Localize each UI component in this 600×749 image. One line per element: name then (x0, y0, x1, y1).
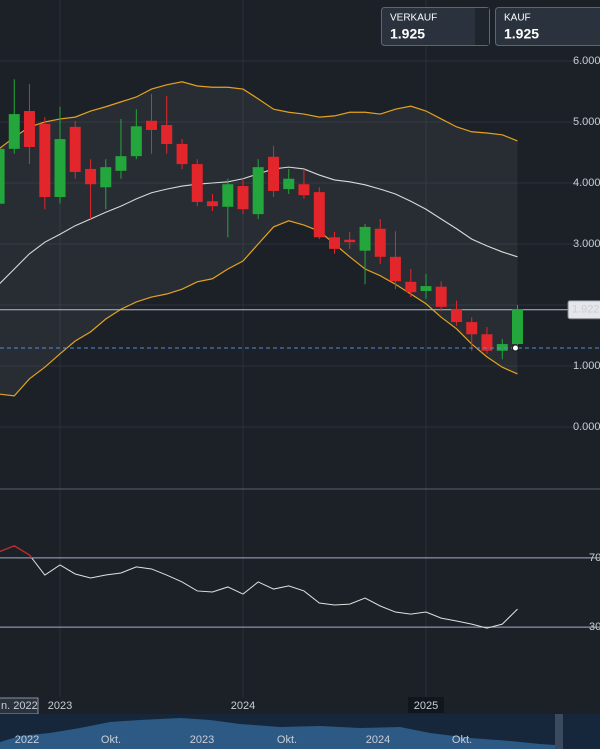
candle-body (252, 167, 264, 215)
navigator-labels: 2022 Okt. 2023 Okt. 2024 Okt. (15, 734, 472, 746)
candle-body (435, 286, 447, 307)
candle-body (374, 228, 386, 257)
candle-body (405, 281, 417, 293)
candle-body (466, 322, 478, 335)
candle-body (8, 114, 20, 149)
buy-price: 1.925 (504, 26, 539, 42)
navigator-area (0, 718, 555, 749)
y-tick-label: 0.000 (573, 421, 600, 433)
last-price-label: 1.922 (572, 304, 600, 316)
candle-body (389, 256, 401, 282)
plot-area (0, 79, 570, 397)
candle-body (283, 178, 295, 190)
candle-body (85, 168, 97, 185)
band-upper (0, 81, 518, 149)
candle-body (191, 164, 203, 202)
candle-body (298, 184, 310, 196)
candle-body (268, 156, 280, 191)
navigator-label: Okt. (277, 734, 297, 746)
candle-body (130, 126, 142, 157)
rsi-tick-label: 30 (589, 621, 600, 633)
sell-label: VERKAUF (390, 13, 437, 24)
rsi-line (0, 545, 518, 629)
x-tick-label: 2024 (231, 700, 255, 712)
candle-body (313, 192, 325, 238)
navigator-label: 2023 (190, 734, 214, 746)
navigator-label: Okt. (452, 734, 472, 746)
buy-button[interactable]: KAUF 1.925 (495, 7, 600, 46)
y-tick-label: 5.000 (573, 116, 600, 128)
cursor-label: n. 2022 (1, 700, 38, 712)
navigator-handle[interactable] (555, 714, 563, 749)
candle-body (69, 126, 81, 173)
band-fill (0, 81, 518, 396)
band-lower (0, 220, 518, 397)
candle-body (344, 239, 356, 243)
candle-body (23, 111, 35, 148)
reference-dot (511, 344, 519, 352)
y-tick-label: 6.000 (573, 55, 600, 67)
buy-label: KAUF (504, 13, 531, 24)
candle-body (115, 156, 127, 171)
navigator-label: 2024 (366, 734, 390, 746)
navigator-label: Okt. (101, 734, 121, 746)
candle-body (0, 148, 5, 204)
sell-button[interactable]: VERKAUF 1.925 (381, 7, 490, 46)
candle-body (161, 125, 173, 144)
last-price-box (567, 300, 600, 320)
x-tick-label: 2023 (48, 700, 72, 712)
candle-body (511, 309, 523, 345)
y-tick-label: 4.000 (573, 177, 600, 189)
sell-price: 1.925 (390, 26, 425, 42)
candle-body (481, 334, 493, 351)
candle-body (237, 186, 249, 210)
candle-body (206, 201, 218, 207)
axis-layer: 6.0005.0004.0003.0002.0001.0000.00020232… (0, 55, 600, 715)
candle-body (496, 344, 508, 351)
rsi-tick-label: 70 (589, 552, 600, 564)
candle-body (54, 139, 66, 198)
x-tick-label: 2025 (414, 700, 438, 712)
y-tick-label: 1.000 (573, 360, 600, 372)
candle-body (146, 120, 158, 130)
candle-body (328, 237, 340, 249)
candle-body (359, 226, 371, 251)
candle-body (222, 184, 234, 207)
y-tick-label: 3.000 (573, 238, 600, 250)
navigator-label: 2022 (15, 734, 39, 746)
x-tick-highlight (407, 697, 444, 713)
candle-body (39, 123, 51, 198)
candle-body (100, 167, 112, 188)
candle-body (451, 309, 463, 323)
candle-body (420, 286, 432, 291)
candle-body (176, 143, 188, 165)
rsi-panel: 70 30 (0, 545, 600, 633)
